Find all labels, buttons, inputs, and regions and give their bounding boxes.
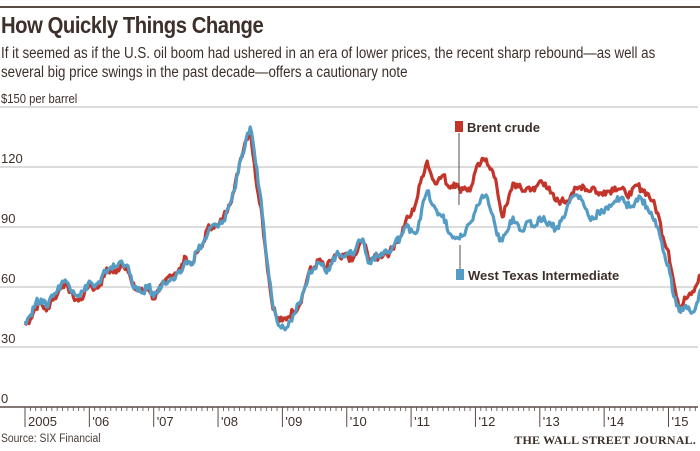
- legend: Brent crude West Texas Intermediate: [455, 120, 619, 283]
- x-tick-label-2010: '10: [350, 414, 367, 429]
- wti-legend-label: West Texas Intermediate: [468, 268, 619, 283]
- x-tick-label-2006: '06: [92, 414, 109, 429]
- series-lines: [23, 125, 700, 332]
- x-tick-label-2011: '11: [414, 414, 430, 429]
- x-tick-label-2013: '13: [543, 414, 560, 429]
- x-tick-label-2009: '09: [285, 414, 302, 429]
- x-tick-label-2015: '15: [672, 414, 689, 429]
- wti-line: [23, 125, 700, 332]
- y-tick-label-60: 60: [1, 271, 15, 286]
- publisher-credit: THE WALL STREET JOURNAL.: [514, 433, 696, 447]
- x-tick-label-2005: 2005: [28, 414, 57, 429]
- source-note: Source: SIX Financial: [1, 433, 101, 445]
- brent-legend-label: Brent crude: [467, 120, 540, 135]
- chart-title: How Quickly Things Change: [1, 12, 264, 38]
- chart-subtitle: If it seemed as if the U.S. oil boom had…: [1, 45, 656, 81]
- y-tick-label-30: 30: [1, 331, 15, 346]
- y-tick-label-90: 90: [1, 211, 15, 226]
- x-tick-label-2014: '14: [607, 414, 624, 429]
- y-axis-unit-label: $150 per barrel: [1, 92, 78, 106]
- wti-legend-swatch: [456, 269, 464, 280]
- x-tick-label-2008: '08: [221, 414, 238, 429]
- y-tick-label-0: 0: [1, 391, 8, 406]
- y-axis-labels: 0 30 60 90 120: [1, 151, 23, 406]
- x-tick-label-2007: '07: [157, 414, 174, 429]
- y-tick-label-120: 120: [1, 151, 23, 166]
- gridlines: [0, 106, 698, 348]
- top-rule: [0, 6, 700, 8]
- x-axis: 2005 '06 '07 '08 '09 '10 '11 '12 '13 '14 '15: [0, 406, 698, 429]
- brent-legend-swatch: [455, 121, 463, 132]
- x-tick-label-2012: '12: [478, 414, 495, 429]
